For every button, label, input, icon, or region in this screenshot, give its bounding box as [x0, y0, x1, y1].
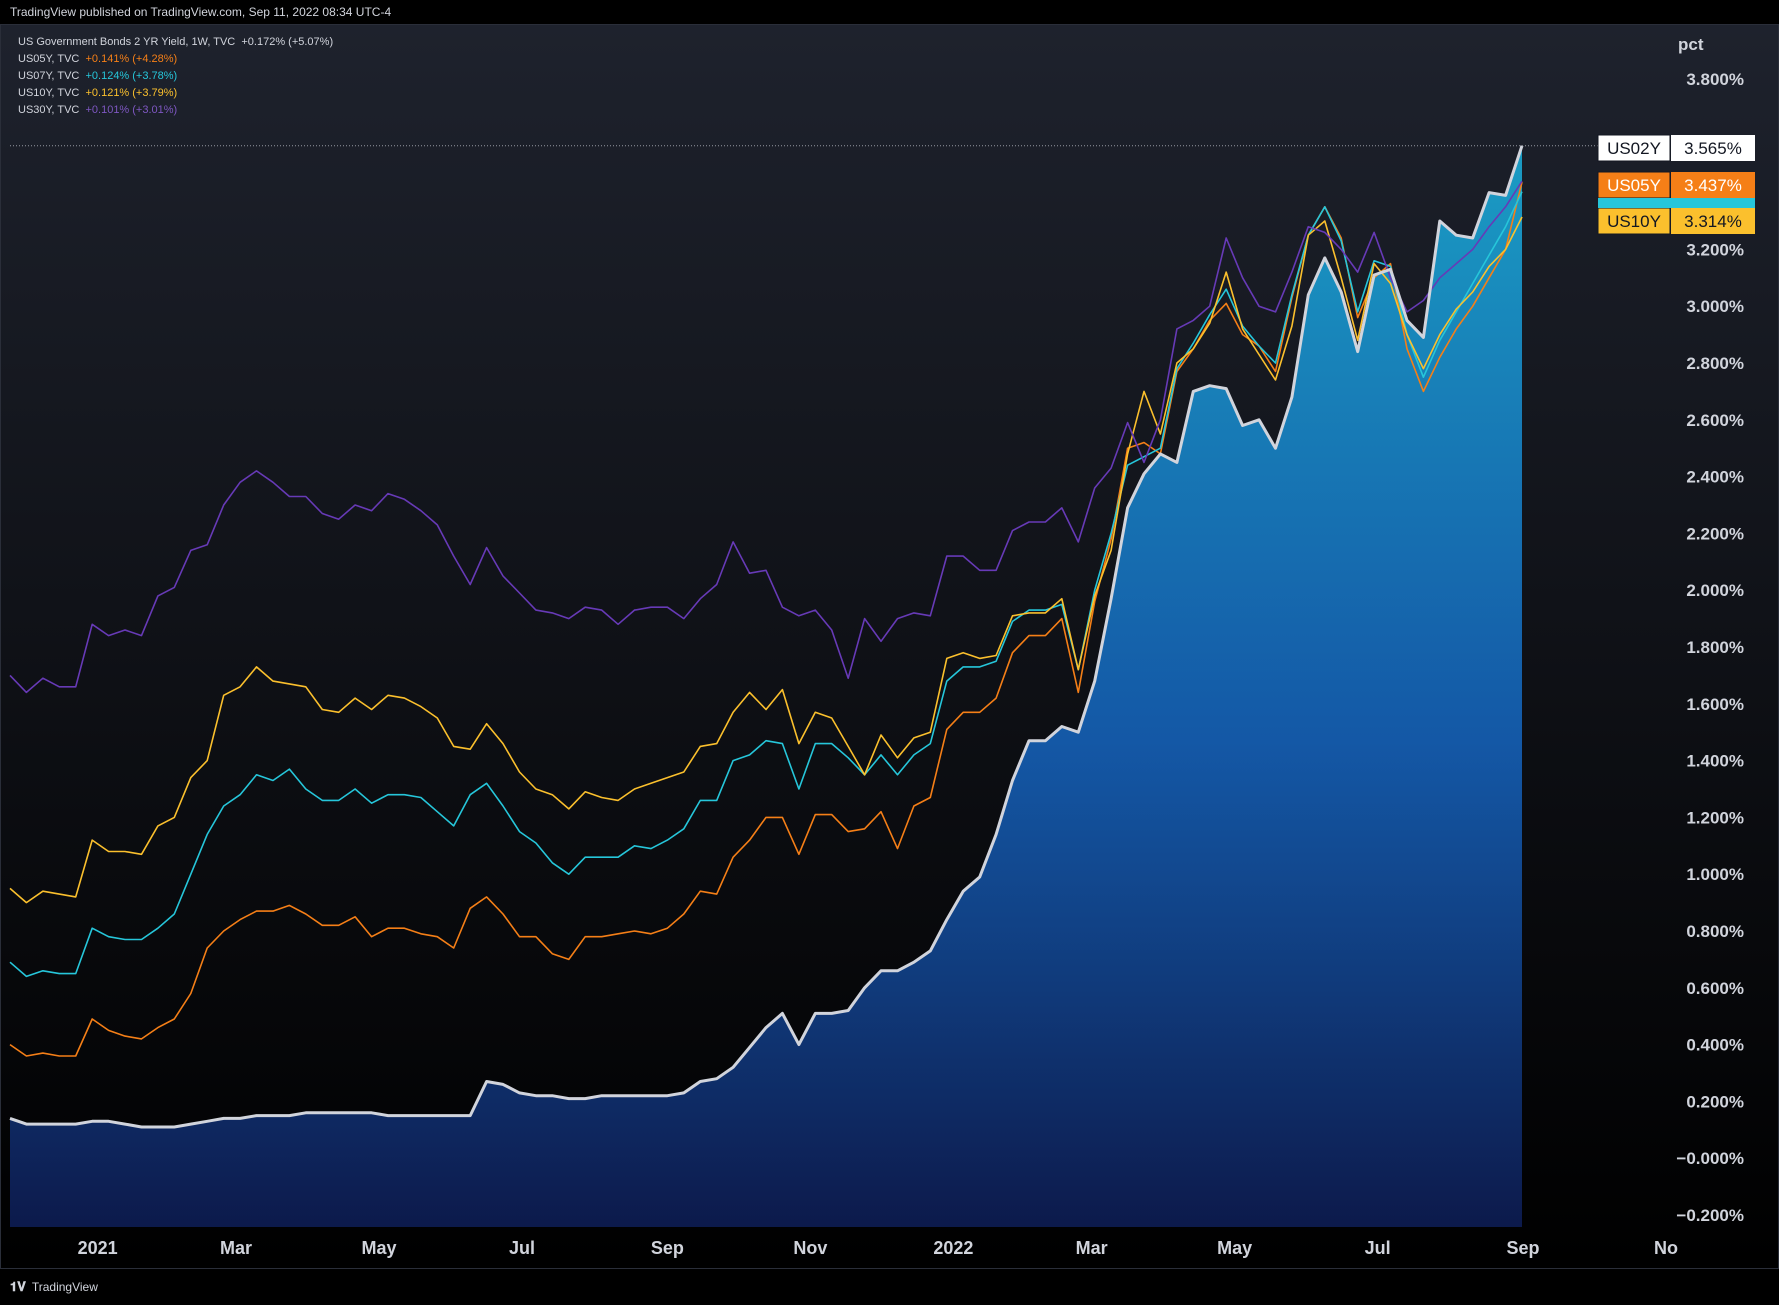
y-tick-label: −0.000%: [1676, 1149, 1744, 1168]
series-line-us02y: [9, 145, 1524, 1129]
tradingview-logo-icon[interactable]: 𝟏𝐕: [10, 1279, 26, 1294]
value-label-value: 3.314%: [1684, 212, 1742, 231]
legend-change: +0.121% (+3.79%): [85, 87, 178, 99]
series-line-us05y: [9, 181, 1523, 1057]
footer: 𝟏𝐕 TradingView: [0, 1269, 1779, 1305]
published-text: TradingView published on TradingView.com…: [10, 5, 392, 19]
x-tick-label: Jul: [509, 1238, 535, 1258]
x-tick-label: 2021: [78, 1238, 118, 1258]
legend: US Government Bonds 2 YR Yield, 1W, TVC …: [18, 34, 333, 119]
legend-name: US Government Bonds 2 YR Yield, 1W, TVC: [18, 36, 236, 48]
y-tick-label: 2.200%: [1686, 524, 1744, 543]
y-tick-label: 3.200%: [1686, 240, 1744, 259]
value-label-name-box: [1597, 207, 1671, 235]
x-tick-label: 2022: [933, 1238, 973, 1258]
area-layer: [10, 145, 1522, 1228]
y-tick-label: 1.000%: [1686, 865, 1744, 884]
y-tick-label: 0.800%: [1686, 922, 1744, 941]
published-header: TradingView published on TradingView.com…: [0, 0, 1779, 24]
y-tick-label: 1.200%: [1686, 808, 1744, 827]
y-tick-label: −0.200%: [1676, 1206, 1744, 1225]
legend-item-us05y[interactable]: US05Y, TVC +0.141% (+4.28%): [18, 51, 333, 68]
y-tick-label: 2.000%: [1686, 581, 1744, 600]
value-label-value: 3.565%: [1684, 139, 1742, 158]
y-tick-label: 2.600%: [1686, 411, 1744, 430]
legend-item-us02y[interactable]: US Government Bonds 2 YR Yield, 1W, TVC …: [18, 34, 333, 51]
legend-item-us30y[interactable]: US30Y, TVC +0.101% (+3.01%): [18, 102, 333, 119]
legend-change: +0.172% (+5.07%): [241, 36, 334, 48]
y-tick-label: 0.200%: [1686, 1092, 1744, 1111]
y-tick-label: 2.800%: [1686, 354, 1744, 373]
x-tick-label: Mar: [1076, 1238, 1108, 1258]
value-label-value-box: [1671, 208, 1755, 234]
x-tick-label: Sep: [1506, 1238, 1539, 1258]
y-tick-label: 1.800%: [1686, 638, 1744, 657]
area-fill-us02y: [10, 145, 1522, 1228]
legend-name: US05Y, TVC: [18, 53, 80, 65]
value-label-name: US10Y: [1607, 212, 1661, 231]
lines-layer: [9, 145, 1598, 1129]
value-label-value-box: [1671, 172, 1755, 198]
legend-change: +0.124% (+3.78%): [85, 70, 178, 82]
x-tick-label: No: [1654, 1238, 1678, 1258]
y-tick-label: 3.000%: [1686, 297, 1744, 316]
value-label-name: US05Y: [1607, 176, 1661, 195]
legend-item-us10y[interactable]: US10Y, TVC +0.121% (+3.79%): [18, 85, 333, 102]
value-label-us07y-strip: [1598, 198, 1755, 208]
legend-name: US30Y, TVC: [18, 104, 80, 116]
value-label-us10y: US10Y 3.314%: [1597, 207, 1755, 235]
y-axis[interactable]: pct 3.800% 3.200% 3.000% 2.800% 2.600% 2.400% 2…: [1676, 35, 1744, 1225]
value-label-name-box: [1597, 134, 1671, 162]
series-line-us10y: [9, 216, 1523, 904]
value-labels: US02Y 3.565% US05Y 3.437% US10Y 3.314%: [1597, 134, 1755, 235]
x-axis[interactable]: 2021 Mar May Jul Sep Nov 2022 Mar May Jul Sep No: [78, 1238, 1678, 1258]
y-axis-unit: pct: [1678, 35, 1704, 54]
y-tick-label: 3.800%: [1686, 70, 1744, 89]
x-tick-label: Nov: [793, 1238, 827, 1258]
legend-change: +0.141% (+4.28%): [85, 53, 178, 65]
y-tick-label: 0.400%: [1686, 1036, 1744, 1055]
legend-name: US07Y, TVC: [18, 70, 80, 82]
y-tick-label: 2.400%: [1686, 468, 1744, 487]
x-tick-label: Sep: [651, 1238, 684, 1258]
legend-name: US10Y, TVC: [18, 87, 80, 99]
value-label-value-box: [1671, 135, 1755, 161]
series-line-us30y: [9, 180, 1523, 694]
x-tick-label: Mar: [220, 1238, 252, 1258]
x-tick-label: Jul: [1365, 1238, 1391, 1258]
value-label-name: US02Y: [1607, 139, 1661, 158]
x-tick-label: May: [1217, 1238, 1252, 1258]
y-tick-label: 1.400%: [1686, 752, 1744, 771]
value-label-name-box: [1597, 171, 1671, 199]
value-label-us02y: US02Y 3.565%: [1597, 134, 1755, 162]
value-label-value: 3.437%: [1684, 176, 1742, 195]
x-tick-label: May: [361, 1238, 396, 1258]
legend-item-us07y[interactable]: US07Y, TVC +0.124% (+3.78%): [18, 68, 333, 85]
legend-change: +0.101% (+3.01%): [85, 104, 178, 116]
y-tick-label: 0.600%: [1686, 979, 1744, 998]
footer-brand[interactable]: TradingView: [31, 1280, 98, 1294]
series-line-us07y: [9, 191, 1523, 978]
y-tick-label: 1.600%: [1686, 695, 1744, 714]
value-label-us05y: US05Y 3.437%: [1597, 171, 1755, 199]
